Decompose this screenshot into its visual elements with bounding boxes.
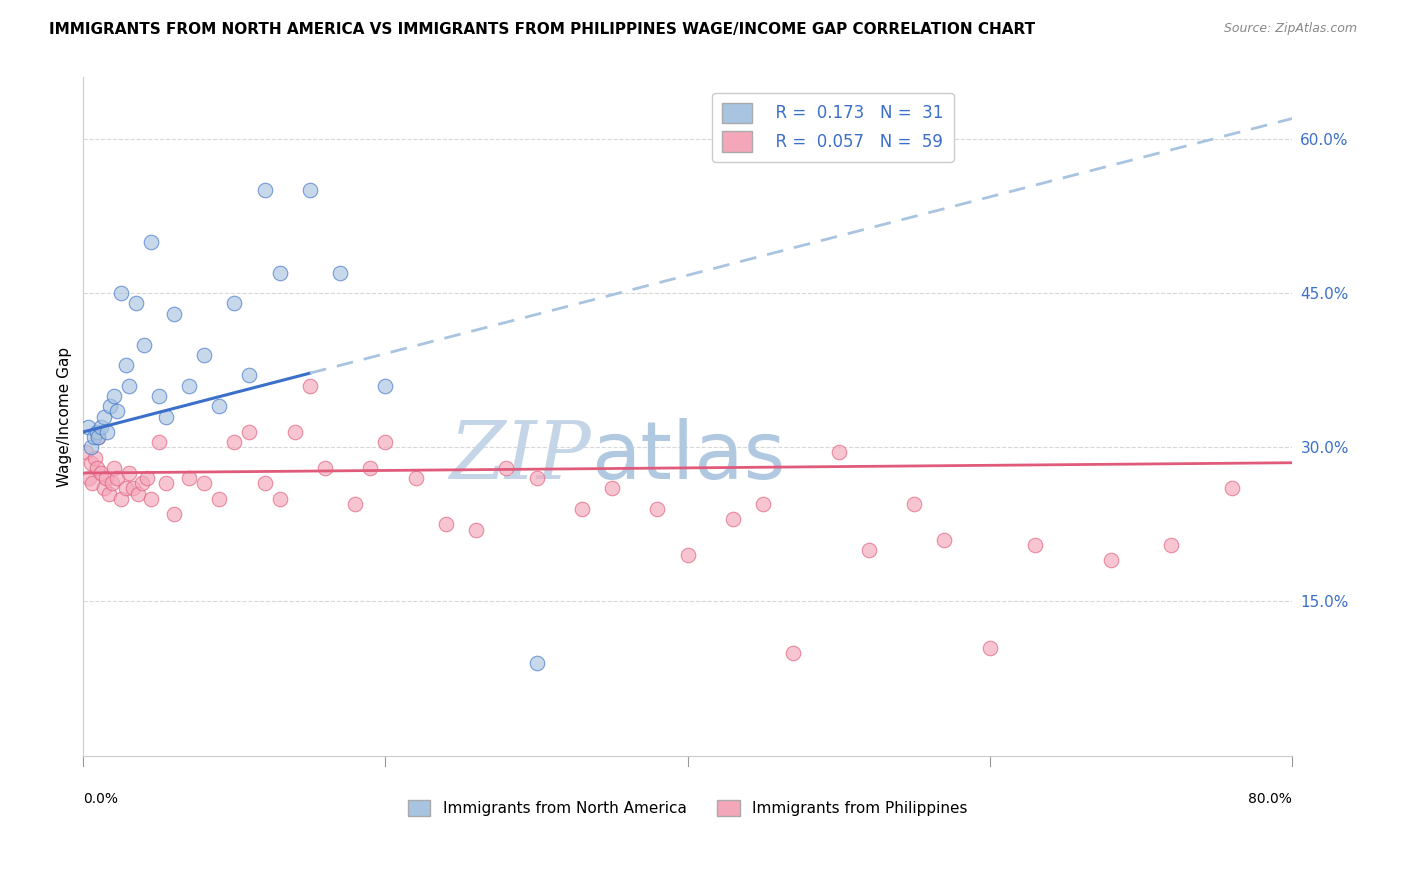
Y-axis label: Wage/Income Gap: Wage/Income Gap xyxy=(58,346,72,486)
Text: ZIP: ZIP xyxy=(449,418,591,496)
Point xyxy=(114,358,136,372)
Point xyxy=(193,348,215,362)
Point xyxy=(858,543,880,558)
Point xyxy=(90,419,112,434)
Point xyxy=(253,476,276,491)
Point xyxy=(135,471,157,485)
Point xyxy=(238,425,260,439)
Point xyxy=(87,430,110,444)
Point xyxy=(177,378,200,392)
Point xyxy=(571,502,593,516)
Point xyxy=(76,419,98,434)
Point xyxy=(131,476,153,491)
Point xyxy=(94,471,117,485)
Point xyxy=(782,646,804,660)
Text: Source: ZipAtlas.com: Source: ZipAtlas.com xyxy=(1223,22,1357,36)
Point xyxy=(828,445,851,459)
Point xyxy=(752,497,775,511)
Point xyxy=(1220,482,1243,496)
Point xyxy=(101,476,124,491)
Legend: Immigrants from North America, Immigrants from Philippines: Immigrants from North America, Immigrant… xyxy=(402,794,974,822)
Point xyxy=(359,461,381,475)
Point xyxy=(105,404,128,418)
Point xyxy=(269,491,291,506)
Point xyxy=(405,471,427,485)
Point xyxy=(374,378,396,392)
Point xyxy=(721,512,744,526)
Point xyxy=(141,235,163,249)
Point xyxy=(465,523,488,537)
Text: IMMIGRANTS FROM NORTH AMERICA VS IMMIGRANTS FROM PHILIPPINES WAGE/INCOME GAP COR: IMMIGRANTS FROM NORTH AMERICA VS IMMIGRA… xyxy=(49,22,1035,37)
Point xyxy=(495,461,517,475)
Point xyxy=(163,307,186,321)
Text: atlas: atlas xyxy=(591,418,786,496)
Point xyxy=(122,482,145,496)
Point xyxy=(148,389,170,403)
Point xyxy=(224,435,246,450)
Point xyxy=(125,296,148,310)
Point xyxy=(1024,538,1046,552)
Point xyxy=(117,466,139,480)
Point xyxy=(177,471,200,485)
Point xyxy=(193,476,215,491)
Point xyxy=(314,461,336,475)
Point xyxy=(934,533,956,547)
Point xyxy=(103,389,125,403)
Point xyxy=(75,445,97,459)
Point xyxy=(526,656,548,670)
Point xyxy=(86,425,108,439)
Point xyxy=(163,507,186,521)
Point xyxy=(298,184,321,198)
Text: 0.0%: 0.0% xyxy=(83,791,118,805)
Point xyxy=(238,368,260,383)
Point xyxy=(132,337,155,351)
Point xyxy=(103,461,125,475)
Point xyxy=(83,430,105,444)
Point xyxy=(224,296,246,310)
Point xyxy=(110,286,132,301)
Text: 80.0%: 80.0% xyxy=(1249,791,1292,805)
Point xyxy=(526,471,548,485)
Point xyxy=(155,476,177,491)
Point xyxy=(87,430,110,444)
Point xyxy=(600,482,623,496)
Point xyxy=(105,471,128,485)
Point xyxy=(90,466,112,480)
Point xyxy=(110,491,132,506)
Point xyxy=(298,378,321,392)
Point xyxy=(114,482,136,496)
Point xyxy=(374,435,396,450)
Point xyxy=(253,184,276,198)
Point xyxy=(98,486,121,500)
Point xyxy=(80,456,103,470)
Point xyxy=(96,425,118,439)
Point xyxy=(979,640,1001,655)
Point xyxy=(93,409,115,424)
Point xyxy=(84,450,107,465)
Point xyxy=(141,491,163,506)
Point xyxy=(79,471,101,485)
Point xyxy=(1099,553,1122,567)
Point xyxy=(82,476,104,491)
Point xyxy=(208,399,231,413)
Point xyxy=(148,435,170,450)
Point xyxy=(80,440,103,454)
Point xyxy=(434,517,457,532)
Point xyxy=(647,502,669,516)
Point xyxy=(127,486,149,500)
Point xyxy=(208,491,231,506)
Point xyxy=(100,399,122,413)
Point xyxy=(676,548,699,562)
Point xyxy=(284,425,307,439)
Point xyxy=(329,266,352,280)
Point xyxy=(117,378,139,392)
Point xyxy=(86,461,108,475)
Point xyxy=(93,482,115,496)
Point xyxy=(155,409,177,424)
Point xyxy=(903,497,925,511)
Point xyxy=(269,266,291,280)
Point xyxy=(344,497,367,511)
Point xyxy=(1160,538,1182,552)
